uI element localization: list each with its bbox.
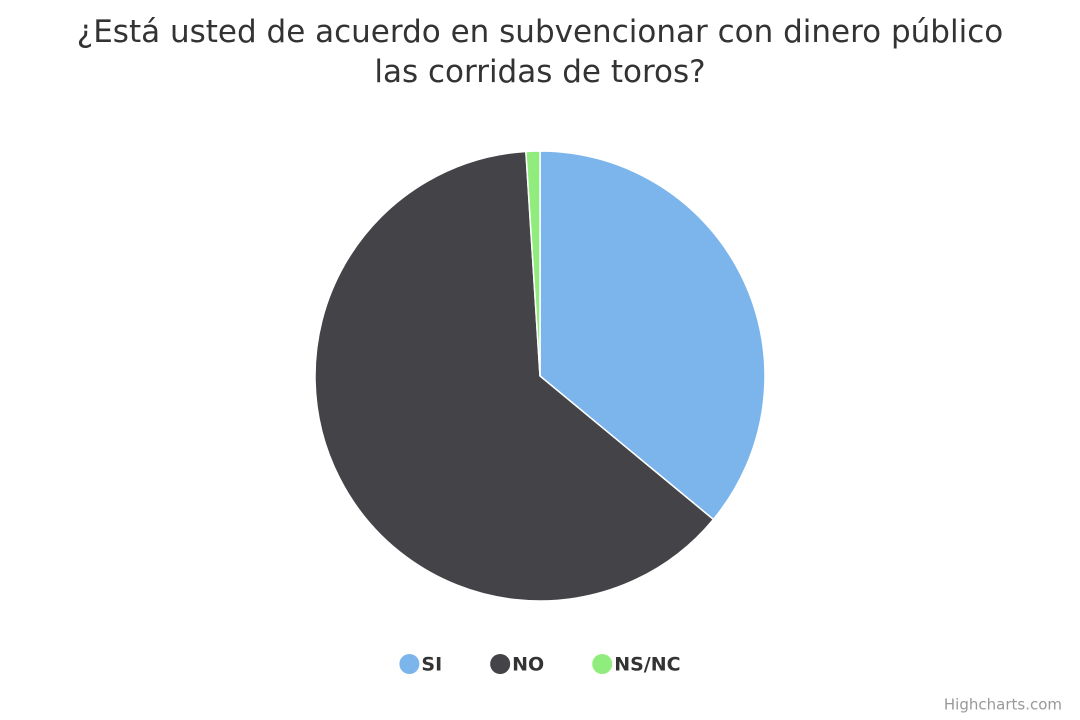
legend-marker [399,654,420,674]
legend-marker [592,654,613,674]
legend-label: SI [421,654,442,676]
pie-slice [539,150,766,521]
pie-slice [314,150,715,602]
credits: Highcharts.com [944,696,1062,714]
legend-label: NO [512,654,544,676]
pie-slice [525,150,541,377]
legend-label: NS/NC [614,654,680,676]
legend-marker [490,654,511,674]
chart-title: ¿Está usted de acuerdo en subvencionar c… [76,14,1004,90]
